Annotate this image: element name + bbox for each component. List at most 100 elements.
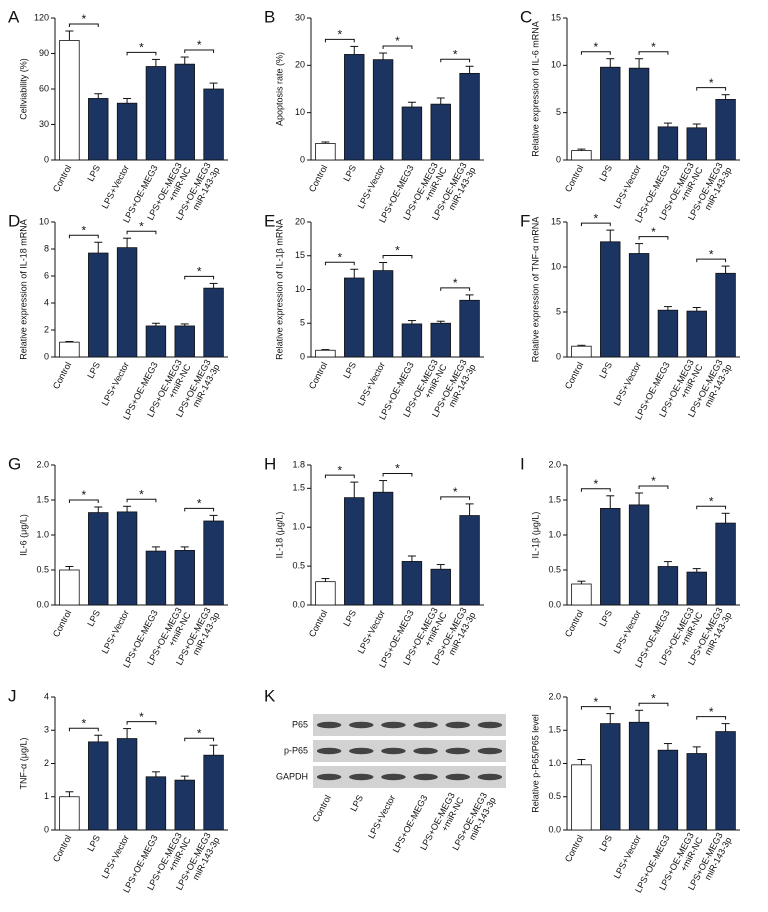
panel-letter: A xyxy=(8,7,20,26)
y-axis-label: Relative expression of IL-1β mRNA xyxy=(274,219,284,360)
bar xyxy=(628,721,650,831)
y-tick-label: 0.5 xyxy=(36,564,49,574)
x-tick-label: LPS xyxy=(85,833,102,853)
x-tick-label: LPS+Vector xyxy=(100,608,131,655)
x-tick-label: LPS xyxy=(341,163,358,183)
x-tick-label: LPS xyxy=(348,793,365,813)
significance-star: * xyxy=(453,47,458,61)
blot-row-label: P65 xyxy=(292,719,308,729)
significance-star: * xyxy=(197,726,202,740)
blot-band xyxy=(381,721,406,729)
bar xyxy=(145,66,167,161)
blot-band xyxy=(381,747,406,755)
bar xyxy=(344,277,365,358)
bar xyxy=(315,349,336,358)
bar xyxy=(459,515,480,606)
x-tick-label: Control xyxy=(51,608,73,638)
x-tick-label: LPS+Vector xyxy=(356,360,387,407)
y-tick-label: 0.0 xyxy=(292,599,305,609)
y-tick-label: 0.0 xyxy=(548,599,561,609)
bar xyxy=(401,323,423,358)
bar xyxy=(571,583,592,606)
bar xyxy=(600,723,621,831)
x-tick-label: LPS xyxy=(597,163,614,183)
y-tick-label: 15 xyxy=(551,12,561,22)
bar xyxy=(88,252,109,358)
x-tick-label: LPS xyxy=(85,163,102,183)
x-tick-label: LPS+Vector xyxy=(100,163,131,210)
significance-star: * xyxy=(81,488,86,502)
significance-star: * xyxy=(651,691,656,705)
x-tick-label: Control xyxy=(307,360,329,390)
bar xyxy=(657,749,679,831)
y-tick-label: 10 xyxy=(295,284,305,294)
significance-bracket xyxy=(382,45,413,50)
bar xyxy=(116,102,138,161)
blot-band xyxy=(316,773,342,781)
y-tick-label: 0 xyxy=(44,351,49,361)
significance-bracket xyxy=(580,488,611,492)
x-tick-label: LPS xyxy=(341,608,358,628)
panel-letter: G xyxy=(8,454,21,473)
y-tick-label: 6 xyxy=(44,270,49,280)
y-tick-label: 8 xyxy=(44,243,49,253)
panel-letter: J xyxy=(8,686,17,705)
y-tick-label: 1.8 xyxy=(292,459,305,469)
significance-star: * xyxy=(395,34,400,48)
bar xyxy=(145,325,167,358)
y-tick-label: 2.0 xyxy=(548,691,561,701)
panel-letter: D xyxy=(8,211,20,230)
bar xyxy=(600,66,621,161)
significance-star: * xyxy=(139,487,144,501)
significance-star: * xyxy=(709,247,714,261)
significance-star: * xyxy=(81,223,86,237)
y-tick-label: 1.5 xyxy=(548,725,561,735)
significance-bracket xyxy=(184,507,215,512)
bar xyxy=(174,779,195,831)
x-tick-label: Control xyxy=(563,360,585,390)
blot-strip xyxy=(313,740,506,762)
y-tick-label: 2 xyxy=(44,758,49,768)
significance-bracket xyxy=(382,255,413,259)
x-tick-label: LPS xyxy=(85,360,102,380)
blot-band xyxy=(477,721,503,729)
significance-bracket xyxy=(696,505,727,510)
y-axis-label: IL-18 (μg/L) xyxy=(274,512,284,559)
x-tick-label: LPS xyxy=(597,608,614,628)
x-tick-label: Control xyxy=(563,608,585,638)
blot-strip xyxy=(313,714,506,736)
significance-bracket xyxy=(696,258,727,263)
panel: 0.0 0.5 1.0 1.5 2.0 Relative p-P65/P65 level C… xyxy=(530,691,740,894)
y-tick-label: 0 xyxy=(300,351,305,361)
significance-star: * xyxy=(593,477,598,491)
bar xyxy=(372,59,394,161)
significance-star: * xyxy=(395,462,400,476)
panel: F 0 5 10 15 Relative expression of TNF-α mRNA… xyxy=(520,211,740,421)
bar xyxy=(628,253,650,358)
panel: H 0.0 0.5 1.0 1.5 1.8 IL-18 (μg/L) Control LPSLP… xyxy=(264,454,484,669)
significance-bracket xyxy=(382,473,413,477)
bar xyxy=(344,54,365,161)
x-tick-label: LPS+Vector xyxy=(356,163,387,210)
x-tick-label: LPS xyxy=(341,360,358,380)
x-tick-label: Control xyxy=(307,163,329,193)
bar xyxy=(628,67,650,161)
panel: D 0 2 4 6 8 10 Relative expression of IL-18 mRN… xyxy=(8,211,228,421)
x-tick-label: Control xyxy=(563,163,585,193)
blot-band xyxy=(477,747,503,755)
y-tick-label: 1.0 xyxy=(36,529,49,539)
bar xyxy=(401,561,423,606)
y-tick-label: 1.0 xyxy=(292,522,305,532)
y-tick-label: 1.5 xyxy=(36,494,49,504)
y-axis-label: Cellviability (%) xyxy=(18,58,28,120)
y-tick-label: 3 xyxy=(44,725,49,735)
y-tick-label: 10 xyxy=(551,60,561,70)
bar xyxy=(174,63,195,161)
bar xyxy=(430,568,451,606)
significance-bracket xyxy=(580,706,611,710)
blot-band xyxy=(413,773,438,781)
significance-star: * xyxy=(337,28,342,42)
bar xyxy=(657,309,679,358)
significance-star: * xyxy=(709,705,714,719)
